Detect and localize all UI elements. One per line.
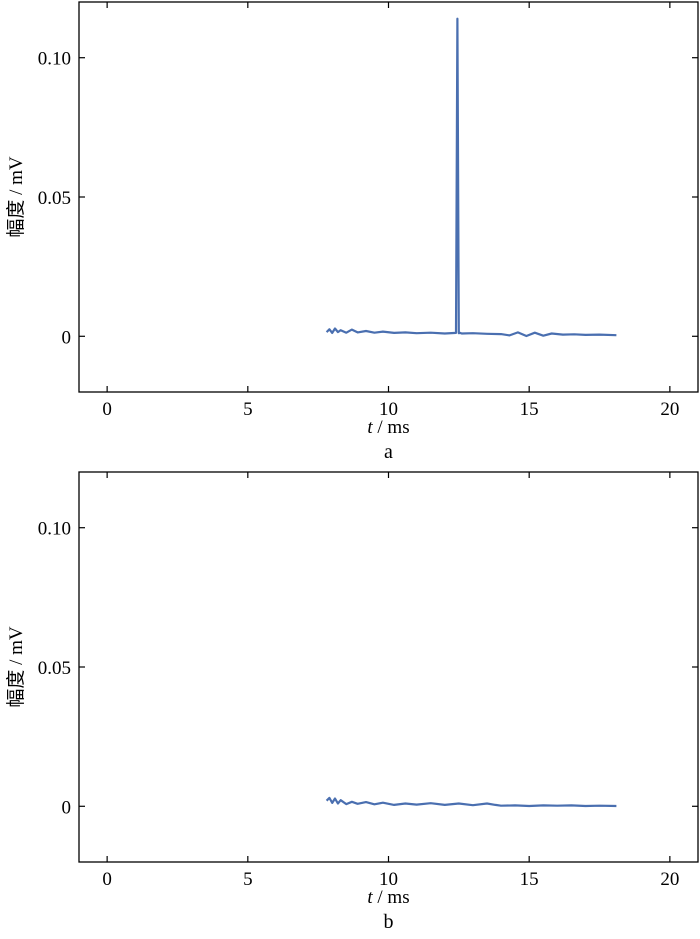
x-tick-label: 5: [243, 399, 253, 420]
chart-panel-b: 0 5 10 15 20 0 0.05 0.10 t / ms 幅度 / mV b: [0, 470, 700, 939]
chart-a-ticks: 0 5 10 15 20 0 0.05 0.10: [38, 2, 698, 420]
x-tick-label: 0: [102, 869, 112, 890]
chart-b-panel-label: b: [384, 911, 394, 933]
axes-frame: [78, 1, 699, 393]
chart-b-x-axis-label: t / ms: [367, 887, 409, 908]
x-tick-label: 5: [243, 869, 253, 890]
chart-a-plot-area: [325, 17, 617, 338]
x-tick-label: 15: [520, 399, 539, 420]
chart-b-x-axis-var: t: [367, 887, 373, 908]
chart-a-x-axis-var: t: [367, 417, 373, 438]
chart-b-y-axis-label: 幅度 / mV: [5, 626, 27, 708]
series-line: [325, 796, 617, 808]
chart-b-plot-area: [325, 796, 617, 808]
y-tick-label: 0.10: [38, 519, 71, 540]
y-tick-label: 0: [62, 797, 72, 818]
y-tick-label: 0: [62, 327, 72, 348]
chart-a-y-axis-label: 幅度 / mV: [5, 156, 27, 238]
chart-a-axes: [78, 1, 699, 393]
x-tick-label: 15: [520, 869, 539, 890]
x-tick-label: 20: [660, 869, 679, 890]
x-tick-label: 10: [379, 399, 398, 420]
chart-a-panel-label: a: [384, 441, 393, 463]
chart-a-x-axis-label: t / ms: [367, 417, 409, 438]
chart-a-x-axis-unit: / ms: [373, 417, 410, 438]
y-tick-label: 0.05: [38, 188, 71, 209]
chart-b-x-axis-unit: / ms: [373, 887, 410, 908]
x-tick-label: 10: [379, 869, 398, 890]
y-tick-label: 0.05: [38, 658, 71, 679]
chart-b-svg: 0 5 10 15 20 0 0.05 0.10 t / ms 幅度 / mV b: [5, 471, 699, 933]
chart-a-svg: 0 5 10 15 20 0 0.05 0.10 t / ms 幅度 / mV a: [5, 1, 699, 463]
chart-b-ticks: 0 5 10 15 20 0 0.05 0.10: [38, 472, 698, 890]
x-tick-label: 0: [102, 399, 112, 420]
chart-panel-a: 0 5 10 15 20 0 0.05 0.10 t / ms 幅度 / mV a: [5, 1, 699, 463]
x-tick-label: 20: [660, 399, 679, 420]
y-tick-label: 0.10: [38, 49, 71, 70]
series-line: [325, 17, 617, 338]
